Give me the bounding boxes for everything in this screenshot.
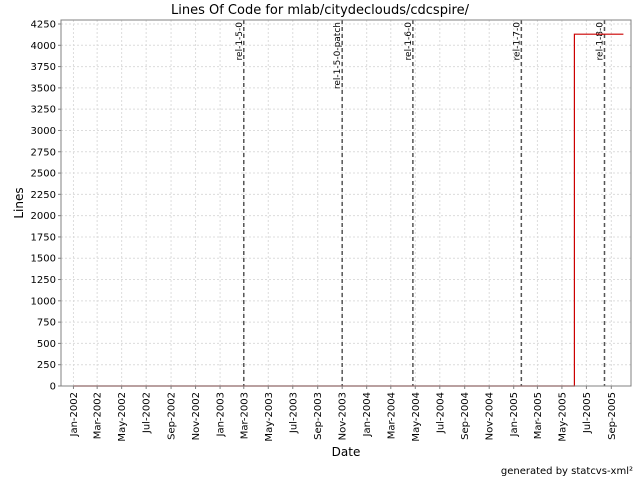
x-tick-label: May-2002: [117, 392, 128, 442]
y-tick-label: 250: [37, 360, 56, 371]
x-tick-label: May-2003: [264, 392, 275, 442]
y-tick-label: 4000: [31, 41, 56, 52]
loc-series-line: [73, 33, 624, 387]
x-tick-label: Mar-2002: [93, 392, 104, 439]
y-tick-label: 3000: [31, 126, 56, 137]
y-tick-label: 3500: [31, 83, 56, 94]
y-tick-label: 500: [37, 339, 56, 350]
x-tick-label: May-2004: [411, 392, 422, 442]
y-tick-label: 3250: [31, 105, 56, 116]
y-tick-label: 2500: [31, 169, 56, 180]
y-tick-label: 1000: [31, 296, 56, 307]
y-axis-label: Lines: [12, 187, 26, 218]
release-marker-label: rel-1-6-0: [404, 22, 414, 61]
y-tick-label: 750: [37, 318, 56, 329]
series-group: [73, 33, 624, 387]
x-tick-label: Jul-2005: [582, 392, 593, 434]
x-tick-label: Jan-2004: [362, 392, 373, 437]
x-tick-label: Sep-2002: [167, 392, 178, 440]
x-tick-label: Jul-2003: [288, 392, 299, 434]
x-tick-label: Nov-2004: [485, 392, 496, 440]
y-axis: 0 250 500 750 1000 1250 1500 1750 2000 2250 2500 27…: [31, 20, 61, 393]
x-tick-label: Jan-2005: [509, 392, 520, 437]
x-axis-label: Date: [332, 445, 361, 459]
release-marker-label: rel-1-5-0: [235, 22, 245, 61]
x-tick-label: Nov-2002: [191, 392, 202, 440]
chart-title: Lines Of Code for mlab/citydeclouds/cdcs…: [171, 3, 470, 18]
release-markers: rel-1-5-0 rel-1-5-0-patch rel-1-6-0 rel-1-7…: [235, 20, 605, 386]
x-tick-label: May-2005: [557, 392, 568, 442]
y-tick-label: 1750: [31, 232, 56, 243]
plot-frame: [60, 19, 632, 387]
y-tick-label: 0: [50, 382, 56, 393]
release-marker-label: rel-1-5-0-patch: [333, 22, 343, 89]
y-tick-label: 4250: [31, 20, 56, 31]
x-tick-label: Mar-2003: [239, 392, 250, 439]
y-tick-label: 2250: [31, 190, 56, 201]
grid: [61, 20, 631, 387]
footer-credit: generated by statcvs-xml²: [501, 466, 633, 477]
x-tick-label: Sep-2003: [313, 392, 324, 440]
x-tick-label: Mar-2004: [386, 392, 397, 439]
y-tick-label: 2750: [31, 147, 56, 158]
x-axis: Jan-2002 Mar-2002 May-2002 Jul-2002 Sep-2002…: [69, 386, 618, 442]
release-marker-label: rel-1-8-0: [595, 22, 605, 61]
release-marker-label: rel-1-7-0: [512, 22, 522, 61]
x-tick-label: Jan-2003: [216, 392, 227, 437]
x-tick-label: Mar-2005: [533, 392, 544, 439]
x-tick-label: Jul-2004: [435, 392, 446, 434]
y-tick-label: 2000: [31, 211, 56, 222]
x-tick-label: Sep-2004: [460, 392, 471, 440]
y-tick-label: 1500: [31, 254, 56, 265]
x-tick-label: Nov-2003: [338, 392, 349, 440]
y-tick-label: 3750: [31, 62, 56, 73]
x-tick-label: Sep-2005: [607, 392, 618, 440]
x-tick-label: Jul-2002: [142, 392, 153, 434]
y-tick-label: 1250: [31, 275, 56, 286]
x-tick-label: Jan-2002: [69, 392, 80, 437]
